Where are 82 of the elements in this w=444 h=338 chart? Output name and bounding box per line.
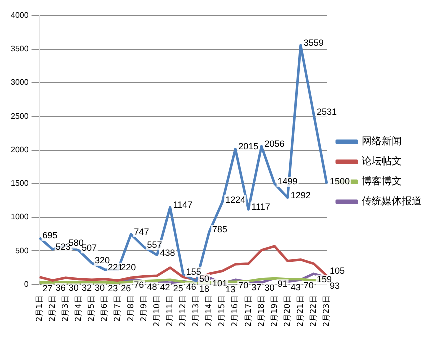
x-tick-label: 2月6日	[100, 296, 110, 322]
y-tick-label: 3000	[11, 78, 30, 88]
data-label: 2015	[238, 142, 259, 152]
data-label: 91	[278, 279, 288, 290]
legend-label: 博客博文	[362, 176, 402, 188]
x-tick-label: 2月2日	[48, 296, 57, 322]
data-label: 30	[95, 283, 106, 294]
data-label: 23	[108, 284, 118, 294]
x-tick-label: 2月9日	[139, 296, 148, 322]
x-tick-label: 2月5日	[87, 296, 96, 322]
x-tick-label: 2月4日	[74, 296, 84, 322]
data-label: 438	[160, 248, 176, 258]
legend-label: 论坛帖文	[362, 156, 402, 168]
data-label: 220	[121, 262, 136, 272]
data-label: 221	[108, 262, 124, 272]
y-tick-label: 1000	[11, 212, 30, 222]
data-label: 2531	[316, 107, 337, 118]
data-label: 48	[147, 282, 158, 292]
data-label: 1500	[330, 176, 350, 186]
data-label: 76	[134, 280, 144, 290]
x-tick-label: 2月23日	[322, 296, 332, 328]
x-tick-label: 2月22日	[309, 296, 318, 328]
x-tick-label: 2月1日	[34, 296, 44, 322]
data-label: 2056	[264, 138, 285, 149]
y-tick-label: 0	[24, 280, 30, 289]
data-label: 27	[42, 283, 53, 294]
data-label: 580	[68, 238, 84, 248]
x-tick-label: 2月13日	[192, 296, 201, 328]
x-tick-label: 2月3日	[60, 296, 70, 322]
data-label: 70	[304, 280, 314, 291]
data-label: 93	[330, 280, 340, 291]
x-tick-label: 2月10日	[152, 296, 162, 328]
data-label: 1292	[290, 190, 311, 200]
data-label: 557	[147, 240, 162, 250]
y-tick-label: 1500	[11, 179, 30, 188]
data-label: 3559	[304, 38, 324, 48]
y-tick-label: 2000	[11, 145, 30, 154]
data-label: 50	[199, 274, 210, 284]
data-label: 46	[186, 282, 196, 292]
data-label: 523	[56, 242, 71, 252]
data-label: 507	[82, 243, 97, 254]
data-label: 37	[252, 282, 262, 293]
data-label: 32	[82, 283, 92, 294]
x-tick-label: 2月18日	[256, 296, 266, 328]
x-tick-label: 2月15日	[218, 296, 227, 328]
x-tick-label: 2月11日	[165, 296, 174, 328]
legend-label: 传统媒体报道	[362, 196, 422, 208]
data-label: 42	[160, 282, 170, 292]
x-tick-label: 2月16日	[230, 296, 240, 328]
y-tick-label: 2500	[11, 112, 30, 121]
data-label: 320	[95, 256, 110, 266]
data-label: 785	[212, 224, 228, 234]
data-label: 70	[238, 280, 249, 291]
data-label: 30	[68, 283, 79, 294]
data-label: 18	[199, 284, 210, 294]
y-tick-label: 3500	[11, 44, 30, 54]
y-tick-label: 500	[15, 246, 30, 256]
data-label: 1147	[173, 200, 193, 210]
x-tick-label: 2月7日	[113, 296, 122, 322]
x-tick-label: 2月21日	[296, 296, 305, 328]
data-label: 155	[186, 266, 202, 277]
data-label: 36	[56, 282, 66, 293]
data-label: 43	[290, 282, 301, 292]
data-label: 1224	[226, 194, 246, 205]
legend-label: 网络新闻	[362, 136, 402, 148]
data-label: 747	[134, 226, 150, 237]
data-label: 25	[173, 284, 184, 294]
data-label: 1499	[278, 176, 298, 186]
x-tick-label: 2月17日	[244, 296, 253, 328]
y-tick-label: 4000	[11, 11, 30, 20]
data-label: 105	[330, 266, 346, 276]
x-tick-label: 2月8日	[126, 296, 136, 322]
x-tick-label: 2月19日	[270, 296, 279, 328]
data-label: 159	[316, 274, 332, 285]
data-label: 1117	[252, 202, 270, 212]
x-tick-label: 2月12日	[178, 296, 188, 328]
data-label: 30	[264, 283, 275, 294]
data-label: 695	[42, 230, 58, 240]
data-label: 13	[226, 284, 236, 294]
data-label: 26	[121, 283, 132, 294]
x-tick-label: 2月14日	[204, 296, 214, 328]
x-tick-label: 2月20日	[282, 296, 292, 328]
